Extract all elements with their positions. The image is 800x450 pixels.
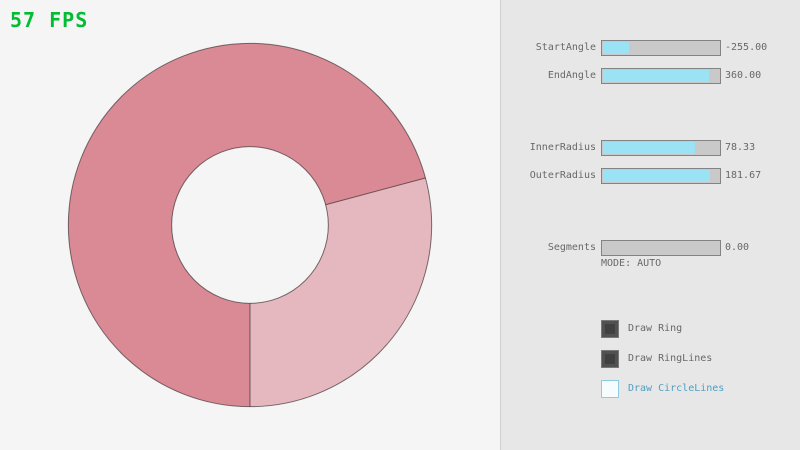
draw-circlelines-checkbox-label: Draw CircleLines	[628, 383, 725, 394]
ring-edge-line-start	[325, 177, 426, 206]
start-angle-slider[interactable]	[601, 40, 721, 56]
start-angle-slider-fill	[603, 42, 629, 54]
inner-radius-label: InnerRadius	[529, 142, 596, 153]
outer-radius-slider[interactable]	[601, 168, 721, 184]
start-angle-label: StartAngle	[535, 42, 596, 53]
inner-radius-slider[interactable]	[601, 140, 721, 156]
inner-radius-slider-fill	[603, 142, 696, 154]
ring-outline-inner	[171, 146, 329, 304]
segments-value: 0.00	[725, 242, 750, 253]
segments-mode-text: MODE: AUTO	[601, 258, 662, 269]
outer-radius-row: OuterRadius 181.67	[501, 168, 800, 184]
end-angle-value: 360.00	[725, 70, 762, 81]
draw-ring-checkbox-label: Draw Ring	[628, 323, 683, 334]
draw-ringlines-checkbox-label: Draw RingLines	[628, 353, 713, 364]
draw-ring-row: Draw Ring	[501, 320, 800, 338]
end-angle-row: EndAngle 360.00	[501, 68, 800, 84]
start-angle-value: -255.00	[725, 42, 768, 53]
segments-slider[interactable]	[601, 240, 721, 256]
fps-counter: 57 FPS	[10, 8, 89, 32]
segments-row: Segments 0.00	[501, 240, 800, 256]
draw-ringlines-row: Draw RingLines	[501, 350, 800, 368]
start-angle-row: StartAngle -255.00	[501, 40, 800, 56]
outer-radius-slider-fill	[603, 170, 711, 182]
ring-fill-light	[250, 177, 432, 407]
segments-label: Segments	[547, 242, 596, 253]
draw-ringlines-checkbox[interactable]	[601, 350, 619, 368]
draw-ring-checkbox[interactable]	[601, 320, 619, 338]
outer-radius-label: OuterRadius	[529, 170, 596, 181]
draw-circlelines-checkbox[interactable]	[601, 380, 619, 398]
end-angle-label: EndAngle	[547, 70, 596, 81]
end-angle-slider-fill	[603, 70, 710, 82]
control-panel: StartAngle -255.00 EndAngle 360.00 Inner…	[500, 0, 800, 450]
end-angle-slider[interactable]	[601, 68, 721, 84]
inner-radius-value: 78.33	[725, 142, 756, 153]
outer-radius-value: 181.67	[725, 170, 762, 181]
draw-circlelines-row: Draw CircleLines	[501, 380, 800, 398]
ring-chart	[67, 42, 433, 408]
inner-radius-row: InnerRadius 78.33	[501, 140, 800, 156]
